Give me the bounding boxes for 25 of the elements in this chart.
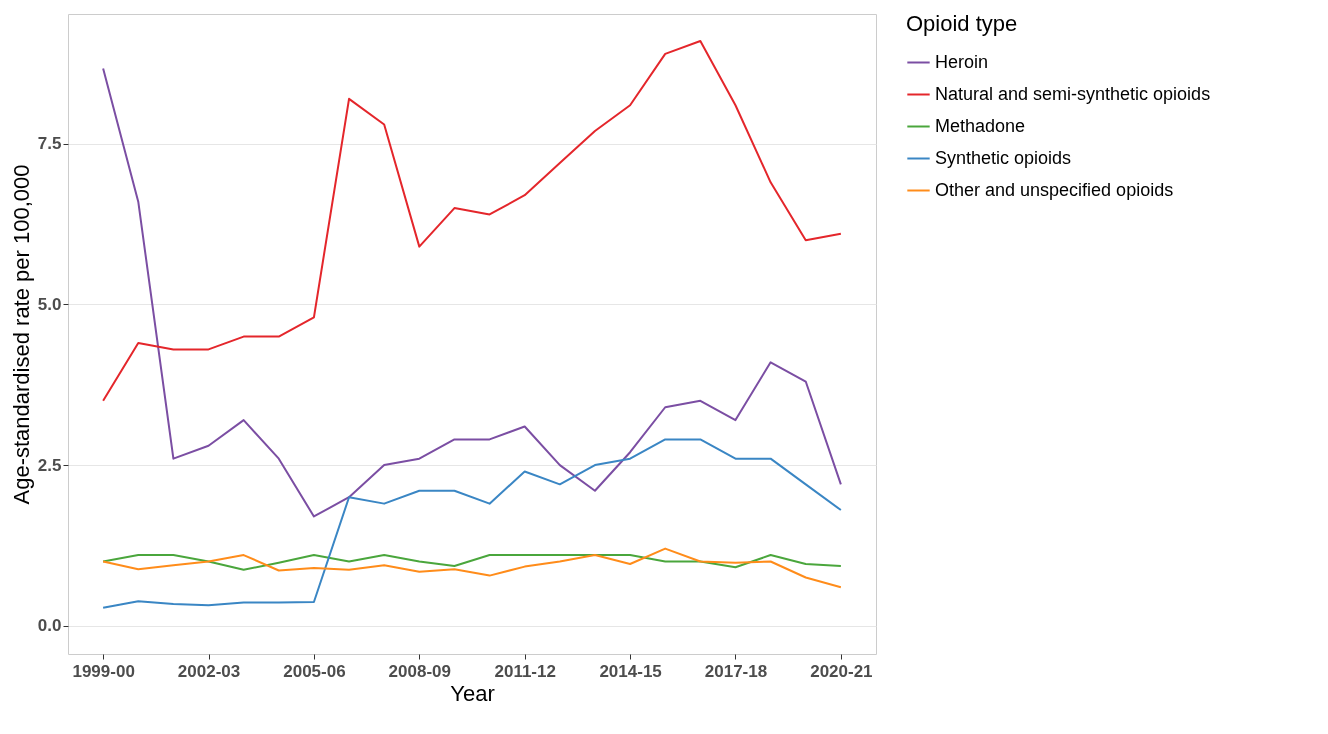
legend-label: Synthetic opioids: [935, 147, 1072, 168]
x-tick-label: 2020-21: [810, 661, 873, 681]
legend-label: Natural and semi-synthetic opioids: [935, 83, 1211, 104]
x-tick-label: 2011-12: [494, 661, 556, 681]
legend-label: Heroin: [935, 51, 989, 72]
x-tick-label: 2002-03: [177, 661, 241, 681]
y-tick-label: 2.5: [37, 455, 62, 475]
y-tick-label: 0.0: [37, 616, 62, 636]
x-tick-label: 1999-00: [72, 661, 135, 681]
x-axis-title: Year: [450, 680, 495, 706]
x-tick-label: 2014-15: [599, 661, 662, 681]
x-tick-label: 2017-18: [704, 661, 768, 681]
line-series: [102, 39, 842, 402]
x-tick-label: 2005-06: [283, 661, 346, 681]
line-series: [102, 438, 842, 609]
y-tick-label: 5.0: [37, 294, 62, 314]
legend-label: Other and unspecified opioids: [935, 179, 1174, 200]
x-tick-label: 2008-09: [388, 661, 451, 681]
legend-title: Opioid type: [906, 11, 1018, 36]
line-series: [102, 547, 842, 589]
y-tick-label: 7.5: [37, 134, 62, 154]
y-axis-title: Age-standardised rate per 100,000: [8, 164, 34, 505]
legend-label: Methadone: [935, 115, 1026, 136]
line-series: [102, 554, 842, 571]
line-series: [102, 67, 842, 518]
